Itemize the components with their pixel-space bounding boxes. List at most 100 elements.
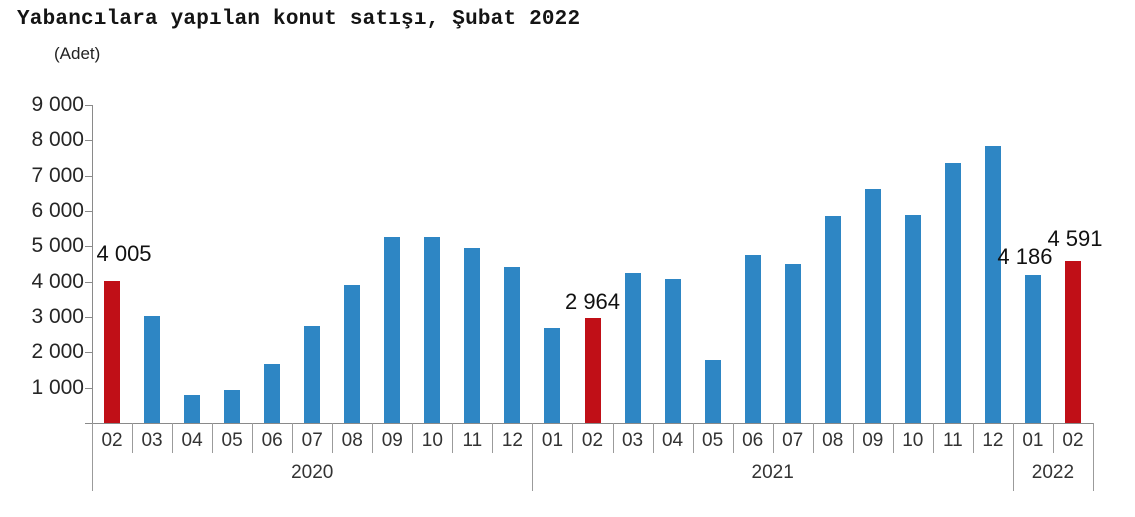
month-separator [732, 423, 734, 453]
month-separator [372, 423, 374, 453]
bar-2021-01 [544, 328, 561, 423]
month-label-2022-01: 01 [1022, 430, 1044, 451]
bar-2021-09 [864, 189, 881, 423]
y-tick-mark [85, 352, 92, 354]
y-tick-mark [85, 140, 92, 142]
y-tick-label: 2 000 [31, 340, 84, 364]
y-tick-label: 4 000 [31, 269, 84, 293]
month-label-2021-03: 03 [621, 430, 644, 451]
month-label-2022-02: 02 [1062, 430, 1084, 451]
bar-2022-01 [1024, 275, 1041, 423]
bar-2021-06 [744, 255, 761, 423]
bar-2021-11 [944, 163, 961, 423]
chart-title: Yabancılara yapılan konut satışı, Şubat … [17, 8, 581, 31]
month-label-2021-09: 09 [862, 430, 884, 451]
bar-2020-11 [464, 248, 481, 423]
bar-2021-03 [624, 273, 641, 423]
bar-2021-04 [664, 279, 681, 423]
y-axis-line [92, 105, 93, 423]
bar-annotation-2022-02: 4 591 [1047, 226, 1103, 251]
bar-2021-07 [784, 264, 801, 423]
y-tick-mark [85, 246, 92, 248]
month-separator [652, 423, 654, 453]
bar-2021-12 [984, 146, 1001, 423]
month-label-2020-06: 06 [261, 430, 283, 451]
year-label-2022: 2022 [1031, 462, 1075, 483]
month-label-2021-04: 04 [661, 430, 684, 451]
month-separator [572, 423, 574, 453]
month-label-2021-01: 01 [541, 430, 564, 451]
bar-2020-02 [104, 281, 121, 423]
y-tick-mark [85, 317, 92, 318]
bar-2021-10 [904, 215, 921, 423]
month-separator [892, 423, 894, 453]
month-label-2021-02: 02 [581, 430, 604, 451]
month-label-2021-07: 07 [782, 430, 804, 451]
month-separator [172, 423, 174, 453]
month-separator [132, 423, 134, 453]
month-label-2021-12: 12 [982, 430, 1004, 451]
bar-2020-08 [344, 285, 361, 423]
bar-2020-06 [264, 364, 281, 423]
month-separator [772, 423, 774, 453]
month-label-2021-10: 10 [902, 430, 924, 451]
y-tick-label: 1 000 [31, 375, 84, 399]
month-label-2020-07: 07 [301, 430, 323, 451]
month-label-2020-11: 11 [462, 430, 483, 451]
month-separator [412, 423, 414, 453]
bar-2021-08 [824, 216, 841, 423]
bar-2020-09 [384, 237, 401, 423]
y-tick-label: 7 000 [31, 163, 84, 187]
month-separator [812, 423, 814, 453]
month-separator [452, 423, 454, 453]
y-tick-label: 8 000 [31, 128, 84, 152]
year-separator [532, 423, 534, 491]
month-separator [292, 423, 294, 453]
year-label-2020: 2020 [291, 462, 334, 483]
bar-2020-05 [224, 390, 241, 423]
month-separator [692, 423, 694, 453]
bar-2021-05 [704, 360, 721, 423]
year-separator [92, 423, 93, 491]
month-separator [1052, 423, 1054, 453]
x-axis-line [85, 423, 1093, 424]
bar-2020-12 [504, 267, 521, 423]
month-separator [612, 423, 614, 453]
month-separator [972, 423, 974, 453]
month-separator [932, 423, 934, 453]
month-separator [492, 423, 494, 453]
month-label-2020-02: 02 [101, 430, 123, 451]
y-tick-mark [85, 175, 92, 177]
bar-2020-04 [184, 395, 201, 423]
month-label-2020-04: 04 [181, 430, 203, 451]
month-label-2020-08: 08 [341, 430, 363, 451]
y-tick-label: 6 000 [31, 199, 84, 222]
month-separator [212, 423, 214, 453]
y-tick-label: 9 000 [31, 93, 84, 116]
year-label-2021: 2021 [751, 462, 794, 483]
bar-2020-07 [304, 326, 321, 423]
month-label-2021-06: 06 [742, 430, 764, 451]
bar-annotation-2020-02: 4 005 [96, 241, 152, 266]
month-label-2020-12: 12 [501, 430, 523, 451]
month-label-2020-10: 10 [421, 430, 443, 451]
year-separator [1012, 423, 1014, 491]
unit-label: (Adet) [54, 44, 101, 63]
bar-2020-03 [144, 316, 161, 423]
month-label-2021-11: 11 [942, 430, 963, 451]
bar-2021-02 [584, 318, 601, 423]
y-tick-mark [85, 387, 92, 389]
bar-annotation-2021-02: 2 964 [564, 289, 621, 314]
bar-2022-02 [1064, 261, 1081, 423]
bar-2020-10 [424, 237, 441, 423]
y-tick-mark [85, 105, 92, 106]
month-label-2021-05: 05 [702, 430, 724, 451]
bar-annotation-2022-01: 4 186 [997, 244, 1053, 269]
y-tick-label: 3 000 [31, 305, 84, 328]
month-label-2020-05: 05 [221, 430, 243, 451]
year-separator [1093, 423, 1094, 491]
y-tick-label: 5 000 [31, 234, 84, 258]
y-tick-mark [85, 281, 92, 283]
month-label-2021-08: 08 [822, 430, 844, 451]
